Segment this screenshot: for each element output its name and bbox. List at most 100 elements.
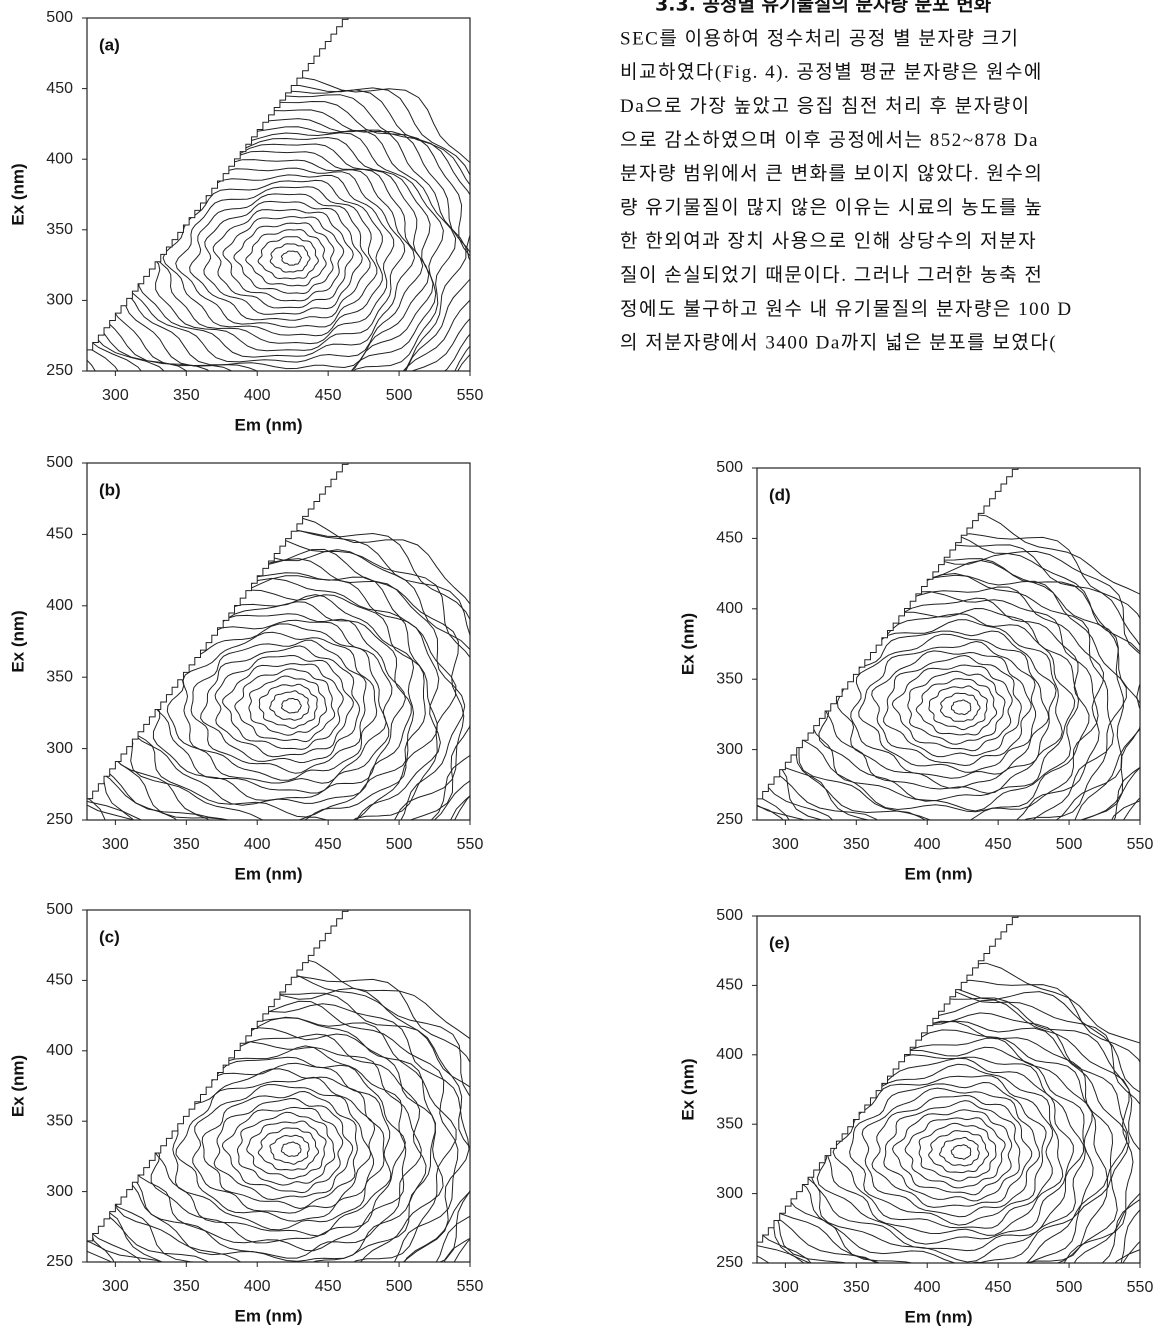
panel-label: (a) [99,35,120,54]
panel-label: (b) [99,480,121,499]
contour-line [762,586,1105,820]
y-tick-label: 250 [716,1254,743,1271]
y-tick-label: 350 [46,668,73,685]
contour-line [246,1120,327,1180]
contour-line [87,548,465,820]
contour-line [87,992,470,1262]
y-tick-label: 450 [46,526,73,543]
contour-line [836,630,1057,789]
x-tick-label: 500 [1056,836,1083,853]
contour-line [757,984,1140,1263]
scatter-boundary [757,468,1019,800]
contour-line [87,132,444,371]
contour-line [928,685,988,731]
contour-line [757,513,1140,820]
contour-line [757,999,1134,1263]
eem-panel: 300 350 400 450 500 550 250 300 350 400 450 500 Em (… [678,907,1153,1326]
contour-line [861,1087,1040,1218]
contour-line [816,1057,1074,1245]
scatter-boundary [757,916,1019,1243]
contour-line [785,591,1099,820]
contour-line [280,1141,302,1157]
x-tick-label: 400 [244,387,271,404]
contour-line [269,243,311,273]
y-tick-label: 350 [716,670,743,687]
x-tick-label: 450 [985,836,1012,853]
body-line: 비교하였다(Fig. 4). 공정별 평균 분자량은 원수에 [620,61,1043,83]
contour-line [280,698,302,714]
y-tick-label: 500 [716,907,743,924]
y-tick-label: 300 [716,1185,743,1202]
y-tick-label: 500 [46,901,73,918]
contour-line [891,664,1013,752]
body-line: 의 저분자량에서 3400 Da까지 넓은 분포를 보였다( [620,332,1057,354]
contour-line [175,186,378,328]
eem-panel: 300 350 400 450 500 550 250 300 350 400 450 500 Em (… [678,459,1153,883]
contour-line [87,94,470,371]
contour-line [152,1062,392,1237]
contour-line [175,1076,376,1222]
y-axis-label: Ex (nm) [8,1055,27,1117]
contour-line [222,216,345,302]
contour-line [172,1068,385,1231]
x-tick-label: 500 [386,387,413,404]
contour-line [891,1109,1013,1196]
contour-line [87,100,470,371]
x-tick-label: 550 [457,836,484,853]
contour-line [221,1106,344,1194]
contour-line [236,1111,336,1186]
y-tick-label: 400 [46,150,73,167]
contour-line [757,558,1140,820]
contour-line [832,1075,1053,1229]
y-axis-label: Ex (nm) [678,613,697,675]
contour-line [883,654,1022,758]
x-tick-label: 400 [244,1278,271,1295]
plot-frame [86,17,471,372]
contour-line [190,639,367,774]
contour-line [87,957,470,1262]
y-tick-label: 450 [716,530,743,547]
body-line: 으로 감소하였으며 이후 공정에서는 852~878 Da [620,129,1039,151]
y-tick-label: 400 [46,597,73,614]
contour-line [280,250,302,266]
y-tick-label: 300 [46,1183,73,1200]
eem-panel: 300 350 400 450 500 550 250 300 350 400 450 500 Em (… [8,454,484,883]
contour-line [87,1016,444,1262]
contour-line [87,971,470,1262]
contour-line [203,200,363,315]
contour-line [907,670,1006,745]
x-tick-label: 400 [914,1279,941,1296]
panel-label: (c) [99,927,120,946]
x-tick-label: 400 [244,836,271,853]
x-axis-label: Em (nm) [235,415,303,434]
scatter-boundary [87,18,349,351]
contour-line [87,517,470,820]
contour-group [87,957,470,1262]
contour-line [757,1012,1130,1263]
x-axis-label: Em (nm) [905,1307,973,1326]
contour-line [213,1097,354,1201]
body-line: 질이 손실되었기 때문이다. 그러나 그러한 농축 전 [620,264,1043,286]
x-tick-label: 550 [457,387,484,404]
contour-line [212,208,354,309]
contour-line [757,544,1140,820]
y-tick-label: 450 [716,977,743,994]
body-line: 분자량 범위에서 큰 변화를 보이지 않았다. 원수의 [620,163,1043,185]
eem-panel: 300 350 400 450 500 550 250 300 350 400 450 500 Em (… [8,901,483,1325]
x-tick-label: 500 [1056,1279,1083,1296]
contour-line [269,1134,310,1165]
contour-line [757,552,1140,820]
x-tick-label: 500 [386,836,413,853]
y-tick-label: 300 [46,740,73,757]
y-tick-label: 250 [716,811,743,828]
contour-line [87,528,470,820]
contour-line [87,1001,470,1262]
contour-line [928,1130,990,1174]
scatter-boundary [87,463,349,800]
y-tick-label: 250 [46,1253,73,1270]
contour-line [136,159,415,358]
body-line: SEC를 이용하여 정수처리 공정 별 분자량 크기 [620,27,1020,49]
contour-line [757,559,1124,820]
contour-line [883,1100,1021,1202]
